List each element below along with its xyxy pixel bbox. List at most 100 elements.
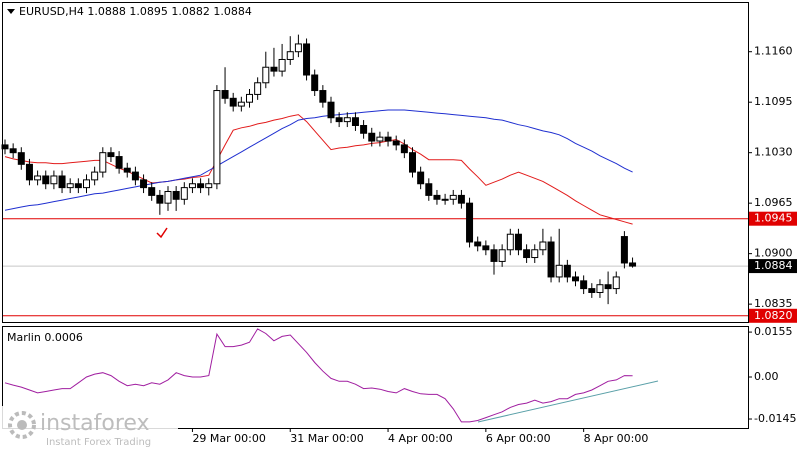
last-price-box bbox=[749, 259, 797, 274]
candle-body bbox=[74, 183, 82, 189]
y-tick-label: 1.1095 bbox=[754, 95, 793, 108]
level-label: 1.0945 bbox=[754, 212, 793, 225]
candle-body bbox=[572, 276, 579, 282]
candle-body bbox=[531, 249, 539, 259]
y-tick-label: 1.1030 bbox=[754, 146, 793, 159]
candle-body bbox=[180, 187, 188, 200]
candle-body bbox=[596, 284, 604, 293]
candle-body bbox=[303, 43, 311, 76]
candle-body bbox=[58, 175, 66, 189]
chart-title: EURUSD,H4 1.0888 1.0895 1.0882 1.0884 bbox=[19, 5, 252, 18]
candle-body bbox=[376, 136, 384, 142]
candle-body bbox=[262, 66, 270, 84]
candle-body bbox=[140, 179, 148, 189]
candle-body bbox=[156, 194, 164, 204]
moving-average bbox=[4, 109, 633, 211]
candle-body bbox=[50, 175, 58, 185]
candle-body bbox=[457, 194, 465, 204]
candle-body bbox=[197, 183, 205, 189]
candle-body bbox=[286, 51, 294, 60]
candle-body bbox=[294, 43, 302, 53]
candle-body bbox=[91, 171, 99, 181]
candle-body bbox=[547, 241, 555, 278]
x-tick-label: 31 Mar 00:00 bbox=[290, 432, 363, 445]
candle-body bbox=[270, 66, 278, 72]
candle-body bbox=[580, 280, 588, 290]
candle-body bbox=[620, 236, 628, 264]
candle-body bbox=[588, 288, 596, 293]
candle-body bbox=[172, 191, 180, 200]
candle-body bbox=[523, 249, 531, 259]
candle-body bbox=[368, 132, 376, 142]
candle-body bbox=[83, 179, 90, 189]
candle-body bbox=[237, 101, 245, 107]
candle-body bbox=[629, 262, 637, 267]
y-tick-label: 1.0835 bbox=[754, 297, 793, 310]
candle-body bbox=[123, 167, 131, 173]
candle-body bbox=[425, 183, 433, 196]
candle-body bbox=[433, 194, 441, 200]
candle-body bbox=[539, 241, 547, 251]
candle-body bbox=[229, 97, 237, 107]
trend-line bbox=[477, 380, 659, 423]
candle-body bbox=[400, 144, 408, 154]
candle-body bbox=[1, 144, 9, 150]
price-panel bbox=[2, 2, 749, 323]
y-tick-label: 1.0900 bbox=[754, 247, 793, 260]
candle-body bbox=[409, 152, 416, 173]
candle-body bbox=[563, 264, 571, 278]
candle-body bbox=[213, 90, 221, 185]
candle-body bbox=[246, 93, 253, 103]
candle-body bbox=[392, 140, 400, 146]
candle-body bbox=[612, 276, 620, 290]
candle-body bbox=[107, 152, 115, 158]
watermark-logo bbox=[8, 411, 36, 439]
indicator-title: Marlin 0.0006 bbox=[7, 331, 83, 344]
level-box bbox=[749, 308, 797, 323]
y-tick-label: 0.00 bbox=[754, 370, 779, 383]
last-price-label: 1.0884 bbox=[754, 259, 793, 272]
candle-body bbox=[34, 175, 42, 181]
candle-body bbox=[343, 117, 351, 123]
candle-body bbox=[311, 74, 319, 92]
candle-body bbox=[449, 194, 457, 200]
candle-body bbox=[99, 152, 107, 173]
candle-body bbox=[384, 136, 392, 142]
watermark-logo-core bbox=[17, 420, 27, 430]
check-mark bbox=[156, 227, 168, 239]
x-tick-label: 6 Apr 00:00 bbox=[486, 432, 551, 445]
candle-body bbox=[327, 101, 335, 119]
y-tick-label: -0.0145 bbox=[754, 412, 796, 425]
candle-body bbox=[351, 117, 359, 126]
candle-body bbox=[482, 245, 490, 251]
candle-body bbox=[474, 241, 482, 247]
candle-body bbox=[66, 183, 74, 189]
candle-body bbox=[514, 233, 522, 251]
candle-body bbox=[42, 175, 50, 185]
candle-body bbox=[164, 191, 172, 204]
candle-body bbox=[278, 58, 286, 72]
candle-body bbox=[9, 148, 17, 154]
level-box bbox=[749, 211, 797, 226]
candle-body bbox=[506, 233, 514, 251]
watermark: instaforex Instant Forex Trading bbox=[0, 406, 178, 452]
y-tick-label: 1.0965 bbox=[754, 196, 793, 209]
candle-body bbox=[604, 284, 612, 290]
candle-body bbox=[319, 90, 327, 103]
candle-body bbox=[131, 171, 139, 181]
y-tick-label: 1.1160 bbox=[754, 45, 793, 58]
candle-body bbox=[17, 152, 25, 165]
x-tick-label: 8 Apr 00:00 bbox=[584, 432, 649, 445]
candle-body bbox=[360, 124, 368, 134]
indicator-line bbox=[4, 328, 633, 423]
watermark-tagline: Instant Forex Trading bbox=[46, 437, 151, 448]
moving-average bbox=[4, 114, 633, 225]
candle-body bbox=[441, 198, 449, 201]
candle-body bbox=[25, 163, 33, 181]
collapse-icon[interactable] bbox=[7, 9, 15, 14]
candle-body bbox=[221, 90, 229, 99]
x-tick-label: 29 Mar 00:00 bbox=[192, 432, 265, 445]
candle-body bbox=[498, 249, 506, 262]
